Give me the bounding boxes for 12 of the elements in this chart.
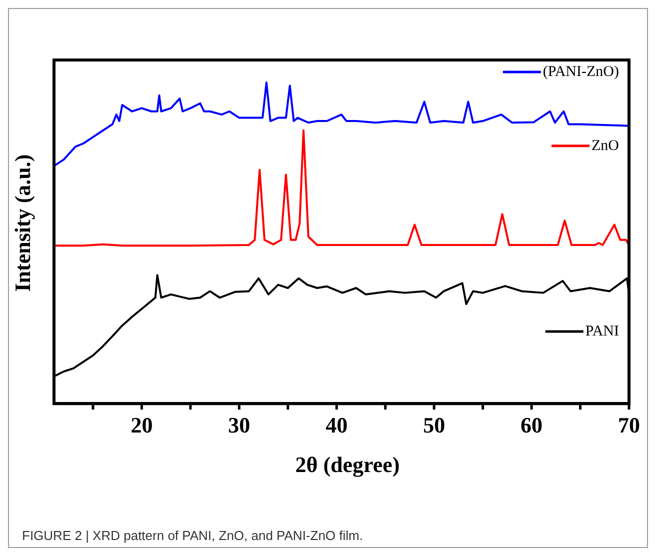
x-tick-label: 30 <box>228 412 250 438</box>
x-axis-title: 2θ (degree) <box>294 452 401 478</box>
x-tick-label: 50 <box>423 412 446 438</box>
caption: FIGURE 2 | XRD pattern of PANI, ZnO, and PANI-ZnO film. <box>22 528 363 543</box>
x-tick-label: 20 <box>130 412 153 438</box>
x-tick-label: 40 <box>326 412 348 438</box>
x-tick-label: 60 <box>520 412 543 438</box>
legend-label: (PANI-ZnO) <box>542 64 620 80</box>
x-tick-label: 70 <box>618 412 640 438</box>
y-axis-title: Intensity (a.u.) <box>10 153 36 294</box>
legend-label: PANI <box>585 323 620 340</box>
legend-label: ZnO <box>592 138 620 154</box>
